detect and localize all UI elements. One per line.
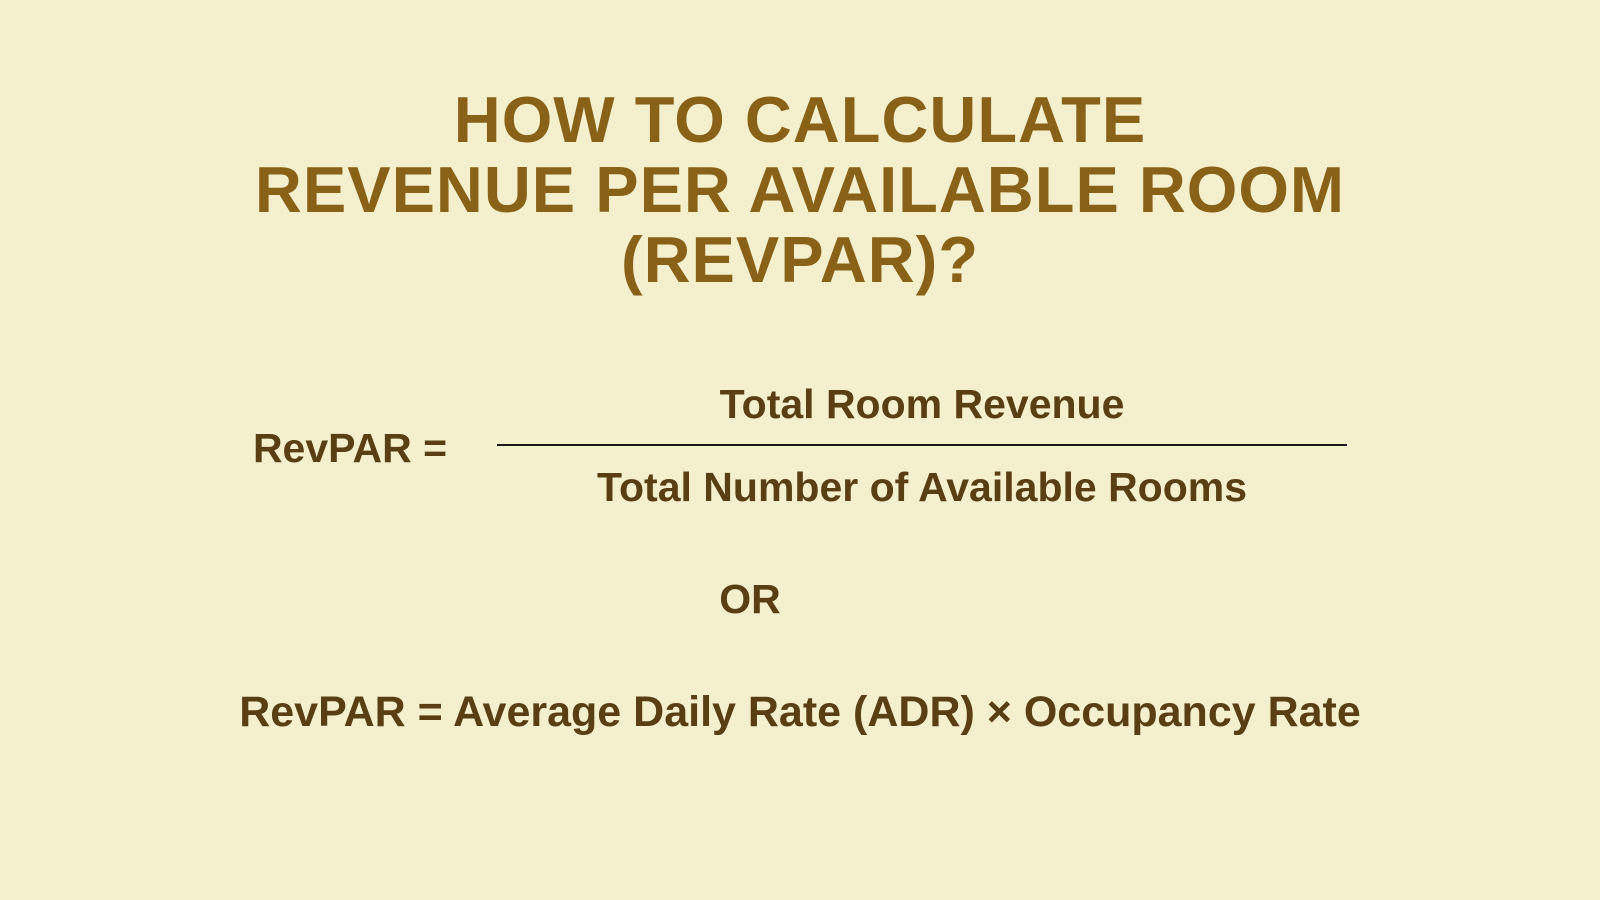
formula1-left-side: RevPAR = xyxy=(253,425,447,472)
title-line-2: REVENUE PER AVAILABLE ROOM xyxy=(255,155,1345,225)
denominator: Total Number of Available Rooms xyxy=(597,464,1247,511)
main-title: HOW TO CALCULATE REVENUE PER AVAILABLE R… xyxy=(255,85,1345,296)
fraction-container: Total Room Revenue Total Number of Avail… xyxy=(497,381,1347,511)
formula-fraction: RevPAR = Total Room Revenue Total Number… xyxy=(253,381,1347,511)
title-line-1: HOW TO CALCULATE xyxy=(255,85,1345,155)
or-separator: OR xyxy=(719,576,781,623)
title-line-3: (REVPAR)? xyxy=(255,225,1345,295)
fraction-divider-line xyxy=(497,444,1347,446)
numerator: Total Room Revenue xyxy=(720,381,1125,428)
formula-multiplication: RevPAR = Average Daily Rate (ADR) × Occu… xyxy=(239,688,1361,737)
